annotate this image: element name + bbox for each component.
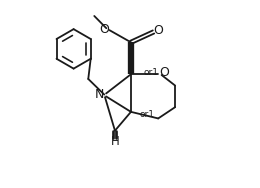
Text: O: O [99,23,109,36]
Text: O: O [159,65,169,79]
Text: H: H [110,135,119,148]
Text: O: O [153,24,163,37]
Text: or1: or1 [139,110,154,119]
Text: or1: or1 [143,67,158,77]
Text: N: N [94,88,104,101]
